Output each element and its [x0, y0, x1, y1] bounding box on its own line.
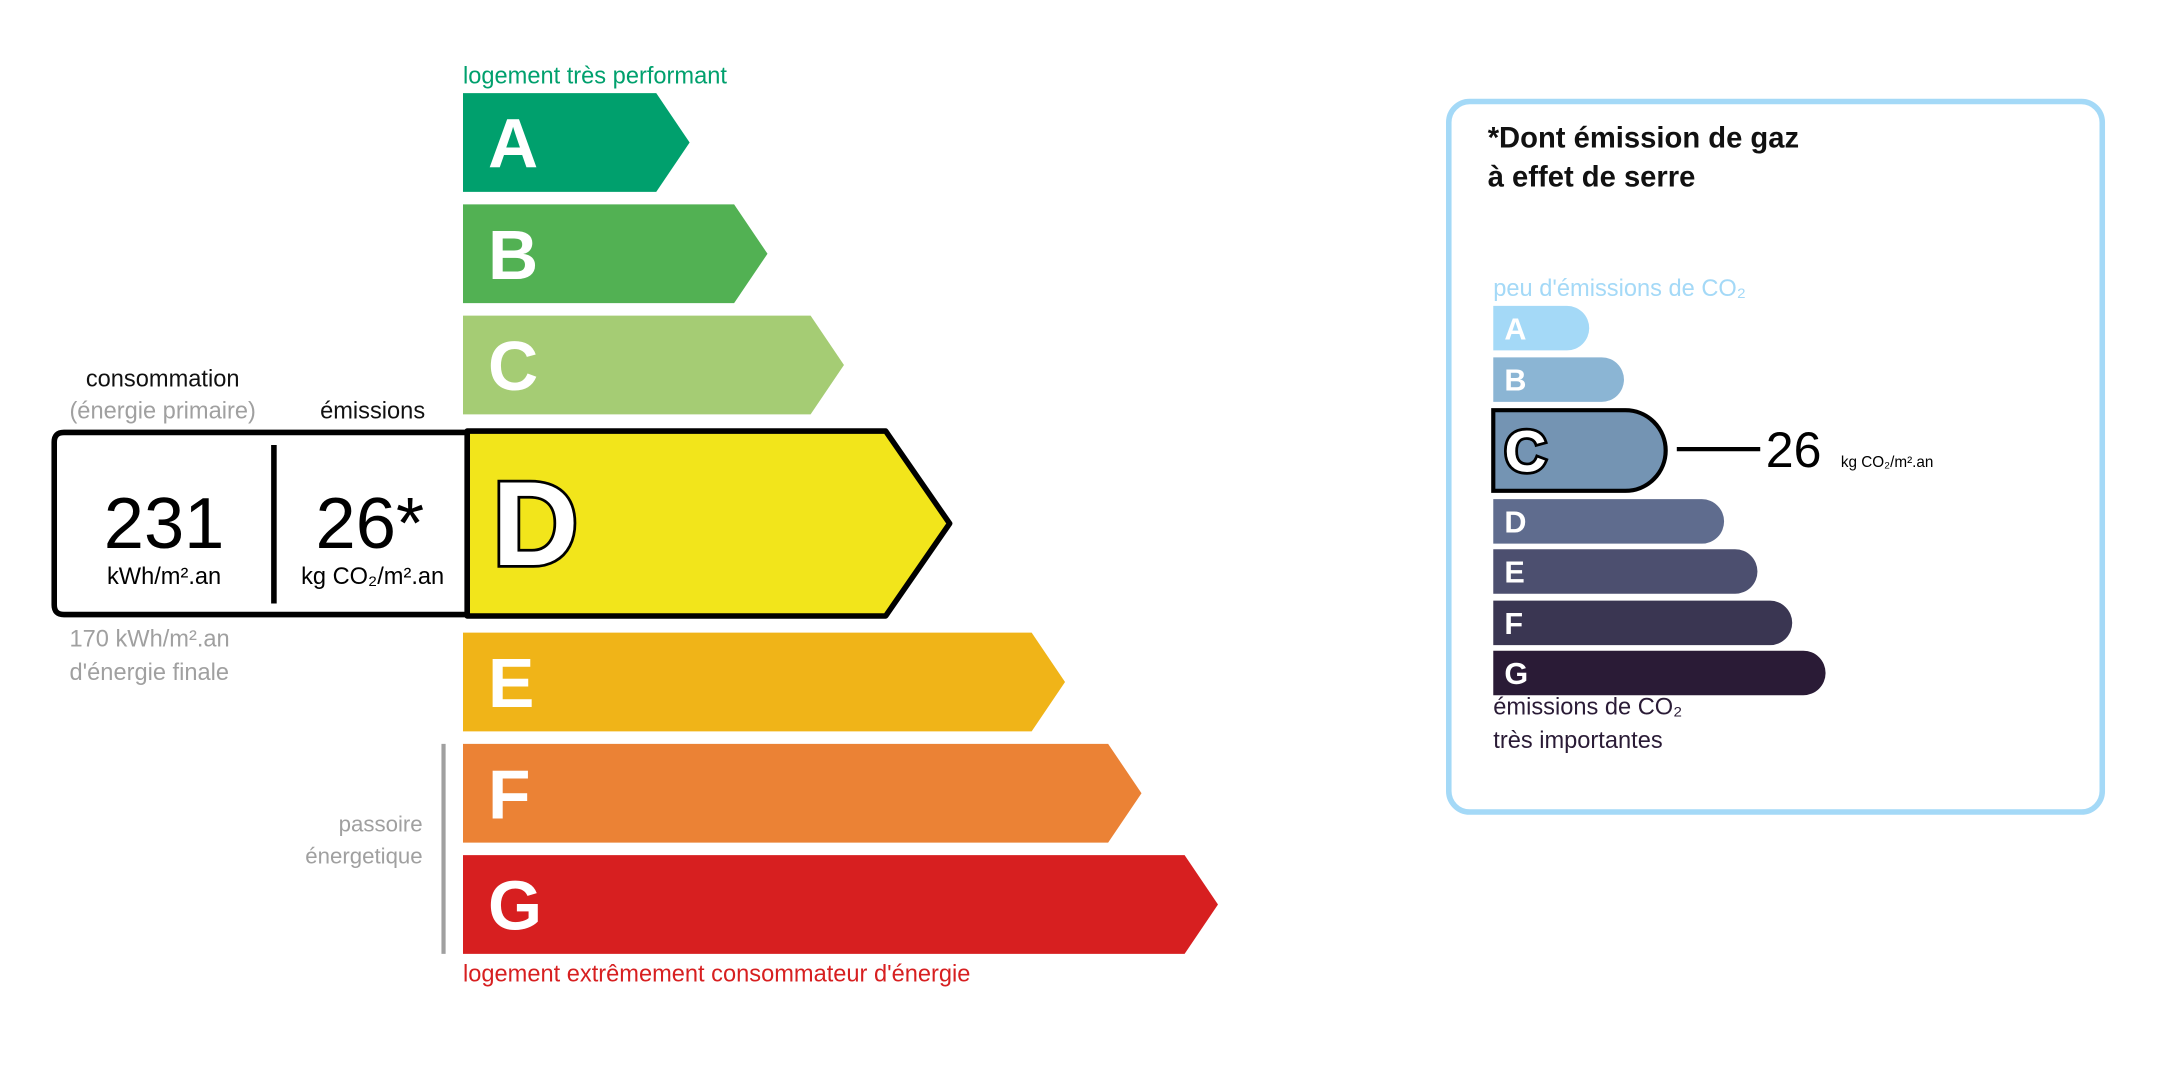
ges-bar-letter: D [1504, 506, 1526, 540]
ges-value: 26 [1766, 422, 1822, 478]
energy-bar-f [462, 743, 1142, 843]
energy-bar-letter: F [488, 755, 530, 833]
ges-bar-c [1491, 408, 1668, 493]
consumption-label: consommation [86, 367, 240, 393]
ges-bar-g [1493, 650, 1826, 696]
emissions-value: 26* [316, 484, 425, 564]
emissions-label: émissions [320, 399, 425, 425]
energy-bar-letter: C [488, 327, 538, 405]
ges-bar-letter: G [1504, 657, 1528, 691]
ges-bottom-label-1: émissions de CO₂ [1493, 695, 1682, 721]
ges-bar-letter: F [1504, 607, 1523, 641]
passoire-label-2: énergetique [305, 843, 422, 868]
ges-title-2: à effet de serre [1488, 161, 1696, 193]
top-label: logement très performant [463, 63, 727, 89]
energy-bar-letter: A [488, 105, 538, 183]
ges-top-label: peu d'émissions de CO₂ [1493, 276, 1746, 302]
summary-box [51, 429, 470, 618]
energy-bar-letter: D [492, 458, 578, 591]
ges-bar-a [1493, 305, 1590, 351]
emissions-unit: kg CO₂/m².an [301, 564, 444, 590]
bottom-label: logement extrêmement consommateur d'éner… [463, 962, 970, 988]
energy-bar-b [462, 204, 768, 304]
energy-bar-a [462, 93, 690, 192]
ges-bar-d [1493, 499, 1725, 544]
ges-unit: kg CO₂/m².an [1841, 454, 1934, 471]
ges-bar-letter: C [1504, 419, 1546, 484]
final-energy-value: 170 kWh/m².an [70, 627, 230, 653]
ges-bar-letter: E [1504, 556, 1524, 590]
energy-bar-c [462, 315, 844, 415]
energy-bar-letter: B [488, 216, 538, 294]
ges-bar-f [1493, 600, 1793, 646]
ges-bar-b [1493, 357, 1624, 402]
ges-title-1: *Dont émission de gaz [1488, 122, 1799, 154]
energy-bar-g [462, 855, 1218, 954]
consumption-sub: (énergie primaire) [69, 399, 255, 425]
passoire-label-1: passoire [339, 811, 423, 836]
ges-bar-letter: A [1504, 312, 1526, 346]
consumption-unit: kWh/m².an [107, 564, 221, 590]
consumption-value: 231 [104, 484, 225, 564]
ges-bar-letter: B [1504, 364, 1526, 398]
energy-bar-e [462, 632, 1066, 732]
energy-bar-letter: E [488, 644, 534, 722]
ges-bar-e [1493, 549, 1758, 594]
final-energy-label: d'énergie finale [70, 660, 230, 686]
energy-bar-letter: G [488, 867, 542, 945]
ges-bottom-label-2: très importantes [1493, 728, 1662, 754]
